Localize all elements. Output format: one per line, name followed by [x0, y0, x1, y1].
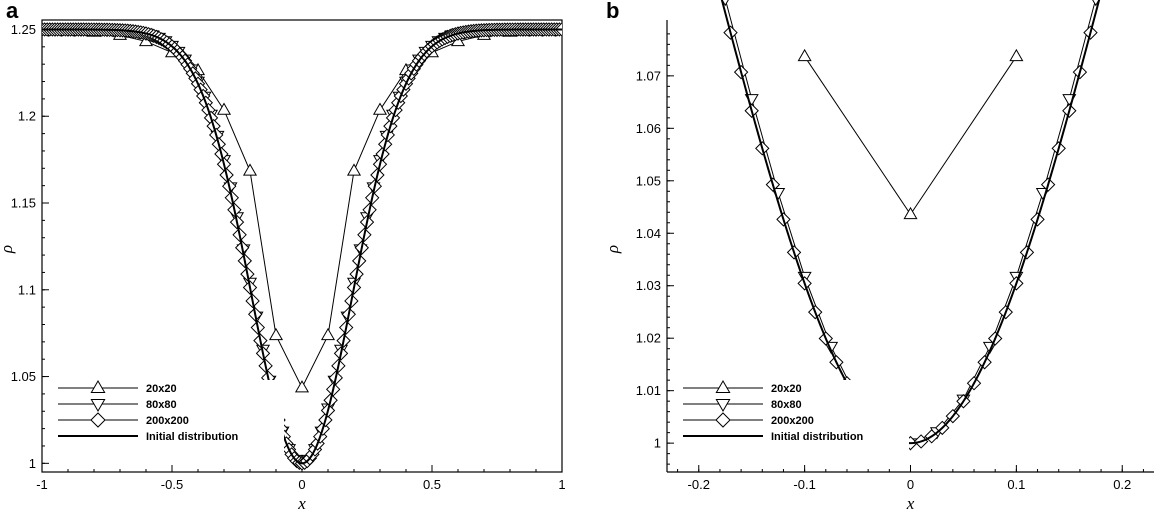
chart-panel-a: a -1 -0.5 0 0.5 1 1 1.05 1.1 1.15 1.2 1.25 x ρ 20x20 80… [0, 0, 566, 513]
data-point [294, 380, 310, 393]
x-tick-label: 0.5 [423, 477, 441, 492]
legend-label-2: 200x200 [146, 415, 189, 427]
legend: 20x20 80x80 200x200 Initial distribution [679, 379, 909, 454]
data-area [720, 0, 1101, 451]
x-tick-label: 0 [907, 477, 914, 492]
y-tick-label: 1.05 [11, 369, 36, 384]
y-axis-title: ρ [0, 245, 16, 254]
panel-label: b [606, 0, 619, 23]
legend-label-1: 80x80 [146, 399, 177, 411]
legend-marker-1 [90, 398, 106, 413]
legend: 20x20 80x80 200x200 Initial distribution [54, 379, 284, 454]
data-point [320, 327, 336, 341]
series-line-3 [720, 0, 1101, 445]
x-tick-label: -1 [36, 477, 48, 492]
x-axis-title: x [297, 494, 306, 513]
legend-label-2: 200x200 [771, 415, 814, 427]
data-point [372, 102, 388, 115]
x-axis-title: x [906, 494, 915, 513]
legend-marker-0 [90, 379, 106, 394]
legend-label-3: Initial distribution [146, 431, 239, 443]
chart-panel-b: b -0.2 -0.1 0 0.1 0.2 1 1.01 1.02 1.03 1.04 1.05 1.0… [603, 0, 1154, 513]
x-tick-label: 0.2 [1113, 477, 1131, 492]
y-tick-label: 1.15 [11, 196, 36, 211]
series-line-0 [804, 56, 1017, 216]
y-tick-label: 1.25 [11, 22, 36, 37]
legend-label-0: 20x20 [146, 383, 177, 395]
y-tick-label: 1.04 [636, 226, 661, 241]
series-line-1 [725, 0, 1096, 444]
y-tick-label: 1.01 [636, 383, 661, 398]
data-point [216, 102, 232, 115]
x-tick-label: -0.1 [793, 477, 815, 492]
legend-marker-0 [715, 379, 731, 394]
panel-label: a [6, 0, 19, 23]
data-point [346, 163, 362, 176]
y-tick-label: 1 [29, 456, 36, 471]
series-line-0 [42, 28, 562, 389]
y-tick-label: 1.03 [636, 278, 661, 293]
y-tick-label: 1.2 [18, 109, 36, 124]
x-tick-label: 1 [558, 477, 565, 492]
y-tick-label: 1.05 [636, 173, 661, 188]
x-tick-label: -0.5 [161, 477, 183, 492]
y-tick-label: 1 [654, 436, 661, 451]
data-point [903, 206, 918, 220]
y-tick-label: 1.02 [636, 331, 661, 346]
data-point [1009, 48, 1024, 62]
y-tick-label: 1.06 [636, 121, 661, 136]
x-tick-label: 0.1 [1007, 477, 1025, 492]
x-tick-label: 0 [298, 477, 305, 492]
y-tick-label: 1.07 [636, 68, 661, 83]
y-axis-title: ρ [603, 245, 622, 254]
x-tick-label: -0.2 [688, 477, 710, 492]
data-point [242, 163, 258, 176]
data-point [721, 0, 729, 7]
legend-label-3: Initial distribution [771, 431, 864, 443]
series-line-3 [42, 28, 562, 465]
data-point [1092, 0, 1100, 7]
legend-marker-1 [715, 398, 731, 413]
legend-label-1: 80x80 [771, 399, 802, 411]
y-tick-label: 1.1 [18, 282, 36, 297]
legend-marker-2 [715, 412, 731, 428]
data-area [42, 21, 562, 471]
data-point [797, 48, 812, 62]
legend-label-0: 20x20 [771, 383, 802, 395]
data-point [268, 327, 284, 341]
legend-marker-2 [90, 412, 106, 428]
